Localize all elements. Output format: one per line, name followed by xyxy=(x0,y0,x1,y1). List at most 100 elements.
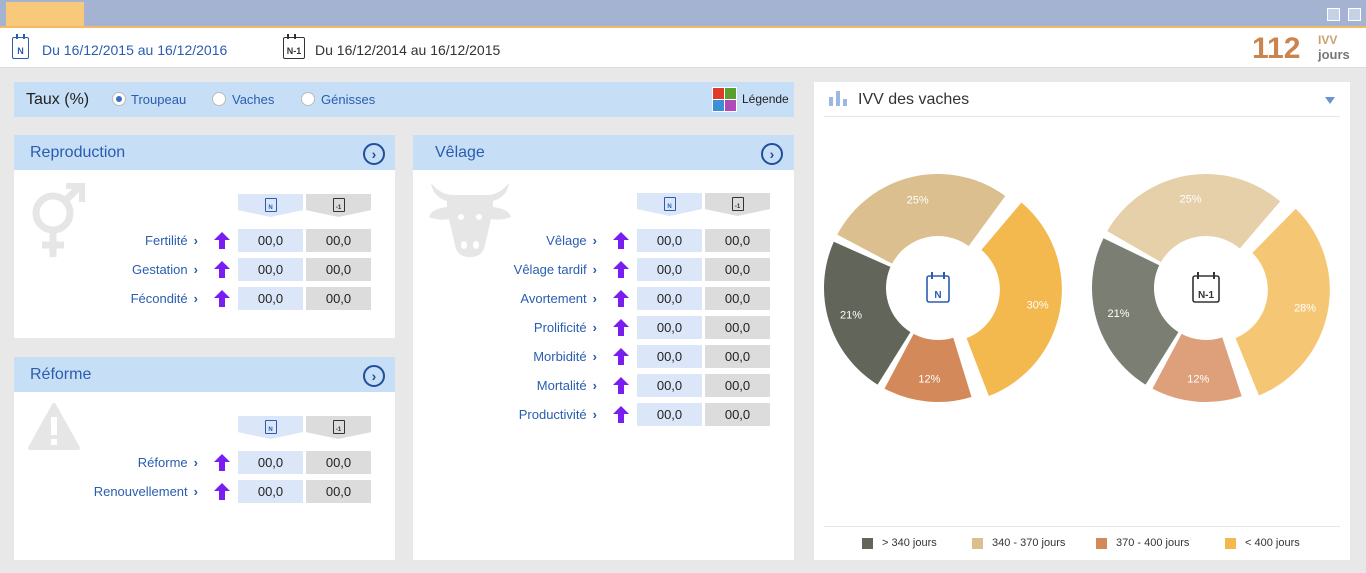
value-current: 00,0 xyxy=(637,374,702,397)
column-n1-header: -1 xyxy=(705,193,770,216)
radio-genisses[interactable] xyxy=(301,92,315,106)
column-n-badge: N xyxy=(667,204,672,210)
donut-hole xyxy=(1156,238,1256,338)
filter-title: Taux (%) xyxy=(26,91,90,108)
column-n-header: N xyxy=(238,194,303,217)
indicator-link-velage[interactable]: Vêlage › xyxy=(427,233,597,248)
column-n1-badge: -1 xyxy=(335,427,342,433)
gender-icon xyxy=(32,183,85,257)
indicator-label: Productivité xyxy=(518,407,587,422)
chevron-right-icon: › xyxy=(592,262,597,277)
donut-slice[interactable] xyxy=(1092,238,1179,385)
chevron-right-icon: › xyxy=(592,320,597,335)
ivv-chart-panel: IVV des vaches 21% 25% 30% 12% N 21% 25% 28% 12%… xyxy=(814,82,1350,560)
radio-vaches-label[interactable]: Vaches xyxy=(232,92,275,107)
trend-up-arrow-icon xyxy=(214,261,230,278)
legend-swatch-red xyxy=(713,88,724,99)
indicator-label: Fécondité xyxy=(130,291,188,306)
calendar-center-icon xyxy=(1192,275,1220,303)
indicator-link-prolificite[interactable]: Prolificité › xyxy=(427,320,597,335)
indicator-link-morbidite[interactable]: Morbidité › xyxy=(427,349,597,364)
ivv-value: 112 xyxy=(1252,32,1301,65)
value-current: 00,0 xyxy=(637,229,702,252)
legend-item-label: > 340 jours xyxy=(882,537,937,549)
active-tab[interactable] xyxy=(6,2,84,26)
indicator-link-gestation[interactable]: Gestation › xyxy=(28,262,198,277)
indicator-link-avortement[interactable]: Avortement › xyxy=(427,291,597,306)
donut-slice[interactable] xyxy=(966,202,1062,397)
trend-up-arrow-icon xyxy=(214,454,230,471)
value-previous: 00,0 xyxy=(705,403,770,426)
indicator-link-reforme[interactable]: Réforme › xyxy=(28,455,198,470)
trend-up-arrow-icon xyxy=(613,348,629,365)
reproduction-panel: Reproduction › N -1 Fertilité › 00,0 00,0 Ge… xyxy=(14,135,395,338)
app-top-bar xyxy=(0,0,1366,28)
radio-vaches[interactable] xyxy=(212,92,226,106)
chevron-right-icon: › xyxy=(193,484,198,499)
chevron-down-icon[interactable] xyxy=(1325,97,1335,105)
indicator-link-velage-tardif[interactable]: Vêlage tardif › xyxy=(427,262,597,277)
calendar-n-icon: N xyxy=(12,34,29,59)
value-current: 00,0 xyxy=(238,480,303,503)
legend-label[interactable]: Légende xyxy=(742,92,789,106)
indicator-label: Réforme xyxy=(137,455,188,470)
restore-window-icon[interactable] xyxy=(1327,8,1340,21)
radio-genisses-label[interactable]: Génisses xyxy=(321,92,376,107)
value-current: 00,0 xyxy=(238,258,303,281)
current-period-range[interactable]: Du 16/12/2015 au 16/12/2016 xyxy=(42,42,228,58)
donut-previous: 21% 25% 28% 12% N-1 xyxy=(1092,174,1330,402)
ivv-chart-title: IVV des vaches xyxy=(858,91,970,108)
legend-icon[interactable] xyxy=(712,87,737,112)
radio-troupeau-label[interactable]: Troupeau xyxy=(131,92,187,107)
donut-slice[interactable] xyxy=(837,174,1006,264)
value-current: 00,0 xyxy=(637,403,702,426)
donut-slice[interactable] xyxy=(884,333,972,402)
bar-chart-icon xyxy=(829,91,847,106)
calendar-center-icon xyxy=(926,275,950,303)
chevron-right-icon: › xyxy=(193,455,198,470)
warning-icon xyxy=(28,403,80,450)
donut-slice[interactable] xyxy=(1152,333,1242,402)
reproduction-open-button[interactable]: › xyxy=(363,143,385,165)
ivv-label: IVV xyxy=(1318,33,1338,47)
column-n1-calendar-icon: -1 xyxy=(332,420,345,434)
velage-open-button[interactable]: › xyxy=(761,143,783,165)
legend-swatch xyxy=(972,538,983,549)
column-n1-badge: -1 xyxy=(734,204,741,210)
donut-current: 21% 25% 30% 12% N xyxy=(824,174,1062,402)
indicator-link-renouvellement[interactable]: Renouvellement › xyxy=(28,484,198,499)
reforme-open-button[interactable]: › xyxy=(363,365,385,387)
donut-slice[interactable] xyxy=(1235,208,1330,396)
column-n1-header: -1 xyxy=(306,416,371,439)
column-n-badge: N xyxy=(268,205,273,211)
column-n1-calendar-icon: -1 xyxy=(332,198,345,212)
calendar-n1-icon: N-1 xyxy=(283,34,305,59)
indicator-link-productivite[interactable]: Productivité › xyxy=(427,407,597,422)
value-previous: 00,0 xyxy=(705,316,770,339)
donut-slice[interactable] xyxy=(1107,174,1281,263)
reforme-header: Réforme › xyxy=(14,357,395,392)
radio-troupeau[interactable] xyxy=(112,92,126,106)
slice-label: 25% xyxy=(1180,193,1202,205)
donut-slice[interactable] xyxy=(824,241,911,385)
column-n-header: N xyxy=(637,193,702,216)
calendar-center-badge: N xyxy=(934,290,941,301)
indicator-link-fertilite[interactable]: Fertilité › xyxy=(28,233,198,248)
trend-up-arrow-icon xyxy=(613,406,629,423)
period-bar: N Du 16/12/2015 au 16/12/2016 N-1 Du 16/… xyxy=(0,28,1366,68)
chart-legend: > 340 jours 340 - 370 jours 370 - 400 jour… xyxy=(814,534,1350,554)
indicator-link-mortalite[interactable]: Mortalité › xyxy=(427,378,597,393)
chevron-right-icon: › xyxy=(592,407,597,422)
legend-item-label: 340 - 370 jours xyxy=(992,537,1066,549)
indicator-link-fecondite[interactable]: Fécondité › xyxy=(28,291,198,306)
calendar-n-badge: N xyxy=(17,46,24,56)
value-previous: 00,0 xyxy=(705,345,770,368)
reproduction-title: Reproduction xyxy=(30,144,126,161)
slice-label: 12% xyxy=(1187,374,1209,386)
velage-title: Vêlage xyxy=(435,144,485,161)
chevron-right-icon: › xyxy=(193,291,198,306)
split-view-icon[interactable] xyxy=(1348,8,1361,21)
value-current: 00,0 xyxy=(637,345,702,368)
previous-period-range[interactable]: Du 16/12/2014 au 16/12/2015 xyxy=(315,42,501,58)
column-n-calendar-icon: N xyxy=(264,198,277,212)
